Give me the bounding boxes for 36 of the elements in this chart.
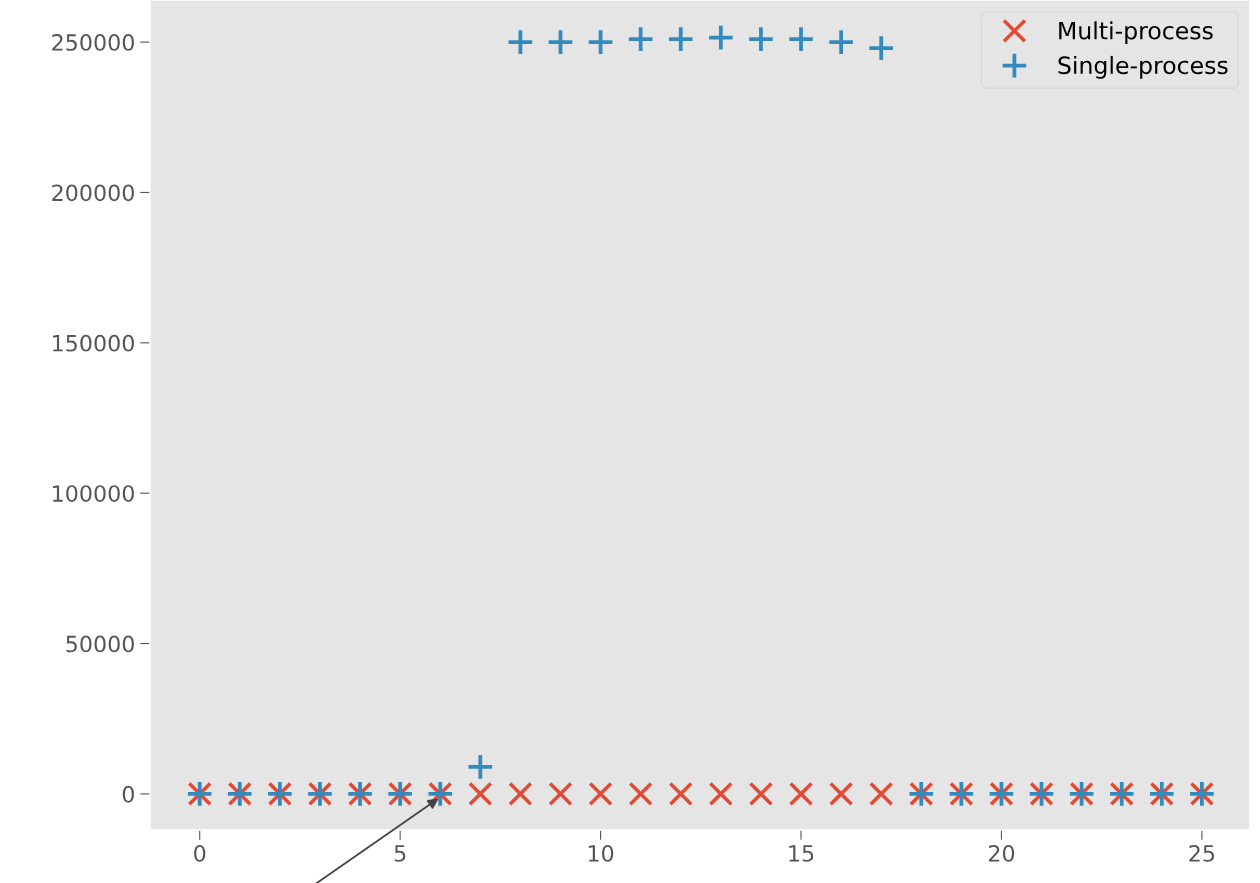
point bbox=[829, 30, 853, 54]
y-tick-label: 50000 bbox=[66, 635, 134, 653]
point bbox=[668, 781, 693, 807]
y-tick-label: 100000 bbox=[53, 485, 134, 502]
y-tick-label: 0 bbox=[122, 785, 134, 803]
y-tick-label: 200000 bbox=[52, 184, 134, 202]
y-tick-label: 150000 bbox=[53, 334, 134, 352]
point bbox=[548, 781, 573, 807]
point bbox=[508, 30, 533, 54]
point bbox=[748, 781, 774, 807]
x-tick-label: 25 bbox=[1189, 844, 1215, 862]
point bbox=[628, 781, 653, 807]
point bbox=[588, 781, 613, 807]
x-tick-label: 5 bbox=[394, 845, 406, 862]
legend-label: Multi-process bbox=[1059, 21, 1213, 45]
point bbox=[789, 27, 813, 51]
x-tick-label: 0 bbox=[194, 844, 206, 862]
x-tick-label: 15 bbox=[789, 845, 814, 862]
point bbox=[709, 25, 733, 50]
legend-label: Single-process bbox=[1058, 55, 1228, 79]
point bbox=[749, 27, 773, 51]
point bbox=[588, 30, 613, 54]
point bbox=[788, 781, 814, 807]
y-tick-label: 250000 bbox=[52, 34, 134, 51]
point bbox=[548, 30, 573, 54]
point bbox=[828, 781, 854, 807]
point bbox=[508, 781, 533, 807]
point bbox=[668, 27, 693, 51]
point bbox=[628, 27, 653, 51]
point bbox=[468, 781, 493, 807]
x-tick-label: 20 bbox=[988, 844, 1015, 862]
point bbox=[468, 755, 493, 779]
point bbox=[869, 36, 893, 60]
point bbox=[708, 781, 733, 807]
x-tick-label: 10 bbox=[588, 844, 614, 862]
point bbox=[869, 781, 894, 807]
